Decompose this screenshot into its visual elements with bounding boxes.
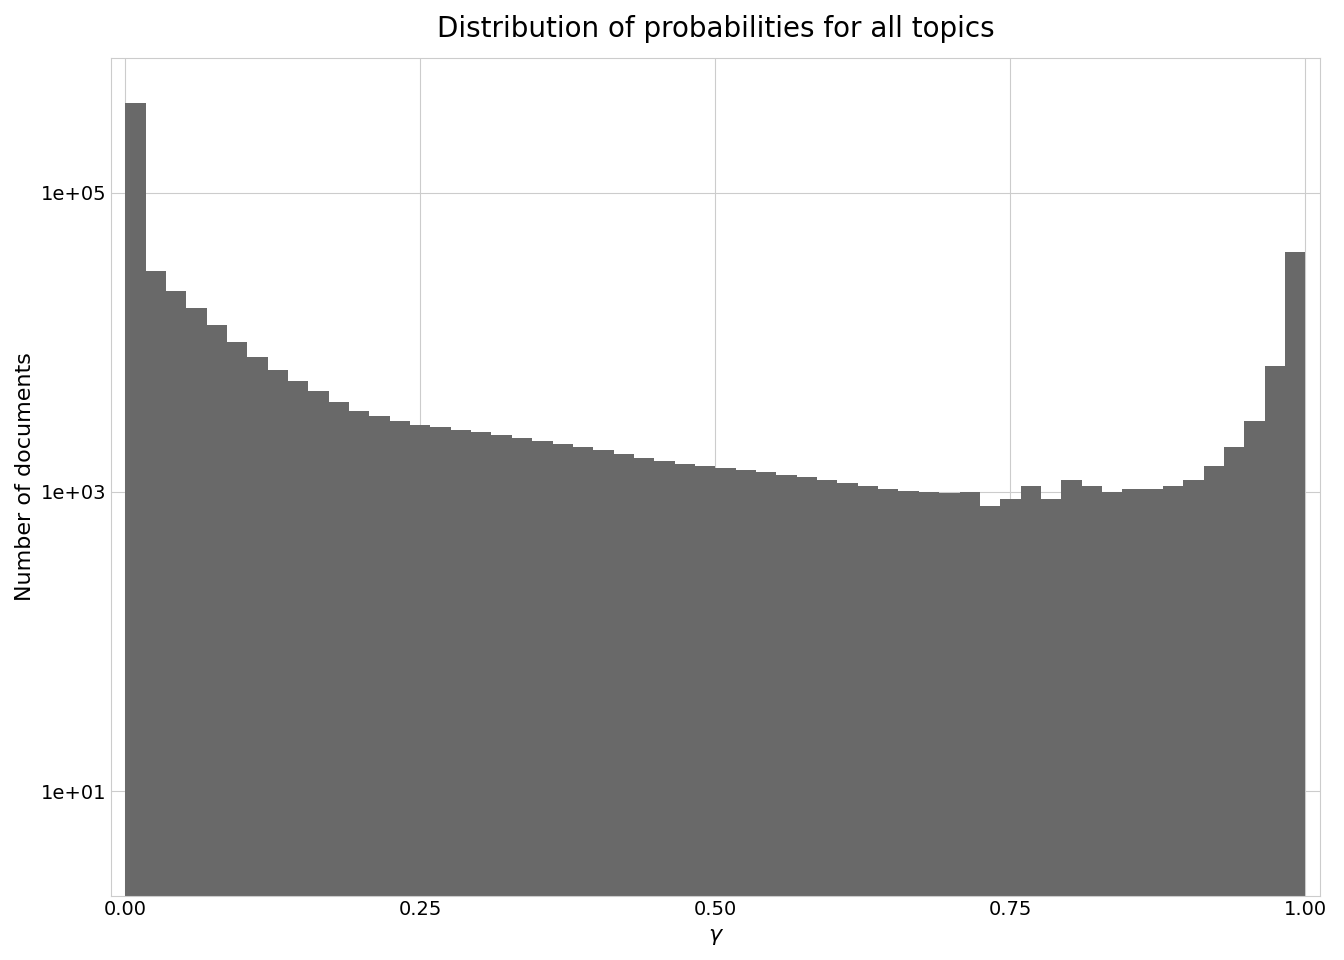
Bar [267,371,288,960]
Bar [655,462,675,960]
Bar [512,438,532,960]
Bar [227,343,247,960]
Bar [797,477,817,960]
Bar [145,271,165,960]
Bar [837,483,857,960]
Bar [390,420,410,960]
Bar [1163,486,1183,960]
Bar [817,480,837,960]
Bar [450,430,472,960]
Bar [349,411,370,960]
Bar [757,472,777,960]
Bar [1062,480,1082,960]
Bar [552,444,573,960]
Bar [288,381,308,960]
Bar [899,491,919,960]
Bar [329,402,349,960]
Bar [980,507,1000,960]
Bar [1224,447,1245,960]
Bar [532,441,552,960]
Y-axis label: Number of documents: Number of documents [15,352,35,601]
Bar [207,325,227,960]
Bar [1020,486,1042,960]
Bar [1122,489,1142,960]
Bar [634,458,655,960]
Bar [1245,420,1265,960]
Bar [593,450,614,960]
Bar [472,432,492,960]
Bar [695,466,715,960]
Title: Distribution of probabilities for all topics: Distribution of probabilities for all to… [437,15,995,43]
Bar [492,435,512,960]
Bar [777,475,797,960]
Bar [308,392,329,960]
Bar [1082,486,1102,960]
Bar [939,493,960,960]
Bar [125,103,145,960]
Bar [878,489,899,960]
Bar [370,417,390,960]
X-axis label: γ: γ [708,925,722,945]
Bar [430,427,450,960]
Bar [857,486,878,960]
Bar [675,464,695,960]
Bar [1102,492,1122,960]
Bar [1204,466,1224,960]
Bar [614,454,634,960]
Bar [1042,499,1062,960]
Bar [573,447,593,960]
Bar [919,492,939,960]
Bar [1183,480,1204,960]
Bar [735,470,757,960]
Bar [960,492,980,960]
Bar [1000,499,1020,960]
Bar [410,425,430,960]
Bar [1285,252,1305,960]
Bar [247,357,267,960]
Bar [1142,489,1163,960]
Bar [715,468,735,960]
Bar [187,308,207,960]
Bar [165,291,187,960]
Bar [1265,366,1285,960]
